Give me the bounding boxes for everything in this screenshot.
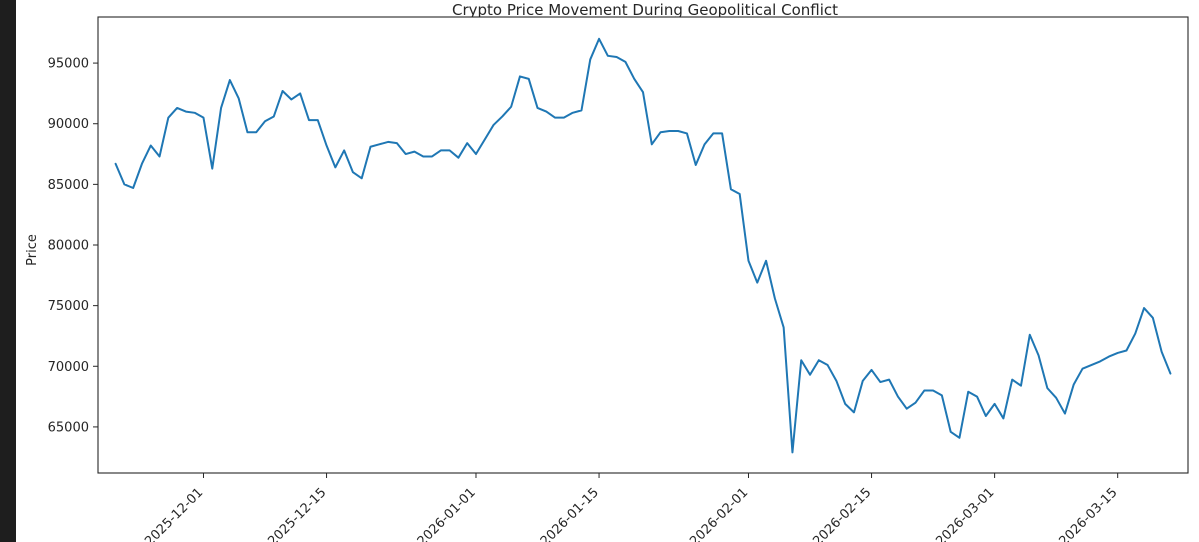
x-tick-label: 2026-02-01 [687,485,751,542]
series-layer [114,37,1172,454]
y-tick-label: 90000 [48,117,89,132]
x-axis: 2025-12-01 2025-12-15 2026-01-01 2026-01-15… [142,473,1121,542]
y-tick-label: 75000 [48,299,89,314]
y-tick-label: 85000 [48,178,89,193]
x-tick-label: 2025-12-15 [265,485,329,542]
chart-title: Crypto Price Movement During Geopolitica… [452,1,838,19]
plot-area [97,16,1189,474]
x-tick-label: 2026-01-01 [415,485,479,542]
y-tick-label: 70000 [48,360,89,375]
x-tick-label: 2026-01-15 [538,485,602,542]
y-axis: 65000 70000 75000 80000 85000 90000 95000 [48,57,98,435]
y-tick-label: 95000 [48,57,89,72]
line-chart: Crypto Price Movement During Geopolitica… [25,1,1189,542]
price-series-line [114,37,1172,454]
y-tick-label: 80000 [48,239,89,254]
y-tick-label: 65000 [48,420,89,435]
x-tick-label: 2026-02-15 [810,485,874,542]
x-tick-label: 2026-03-15 [1056,485,1120,542]
x-tick-label: 2026-03-01 [933,485,997,542]
y-axis-label: Price [25,234,40,266]
x-tick-label: 2025-12-01 [142,485,206,542]
chart-figure: Crypto Price Movement During Geopolitica… [16,0,1199,542]
